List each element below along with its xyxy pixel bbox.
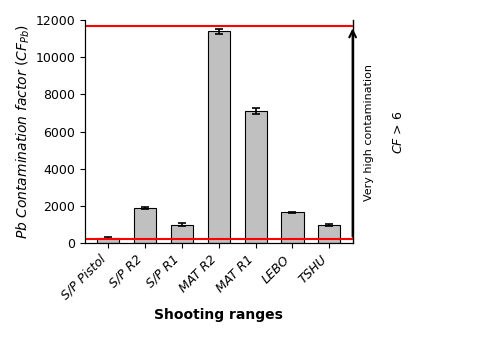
X-axis label: Shooting ranges: Shooting ranges (154, 308, 283, 322)
Bar (97, 238, 119, 243)
Bar (282, 212, 304, 243)
Bar (170, 224, 193, 243)
Bar (134, 208, 156, 243)
Bar (244, 111, 266, 243)
Y-axis label: $\it{Pb}$ $\it{Contamination\ factor\ (CF_{Pb})}$: $\it{Pb}$ $\it{Contamination\ factor\ (C… (15, 24, 32, 239)
Bar (318, 224, 340, 243)
Text: $\it{CF}$ > 6: $\it{CF}$ > 6 (392, 111, 404, 154)
Text: Very high contamination: Very high contamination (364, 64, 374, 201)
Bar (208, 31, 230, 243)
